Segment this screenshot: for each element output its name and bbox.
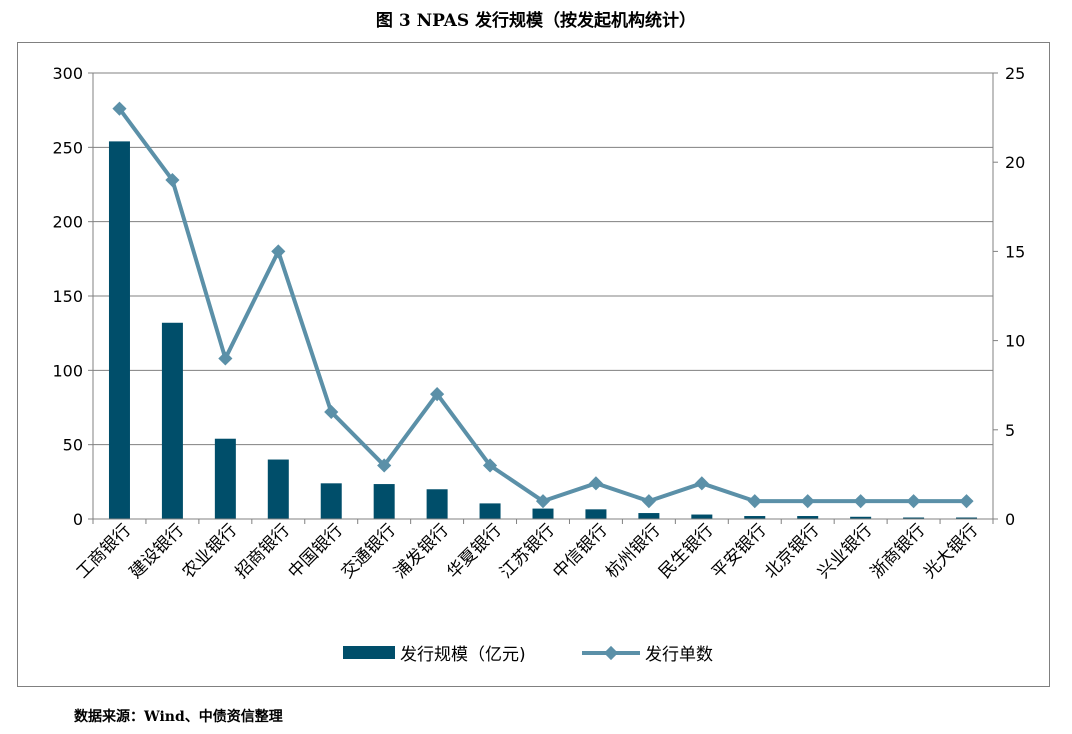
left-tick-label: 250 [52, 138, 83, 157]
bar [744, 516, 766, 519]
line-path [117, 107, 967, 504]
x-category-label: 浦发银行 [390, 520, 452, 582]
x-category-label: 中国银行 [285, 520, 347, 582]
line-point-marker [747, 494, 762, 509]
legend-line-marker [603, 645, 619, 661]
legend-line-label: 发行单数 [645, 645, 713, 665]
right-tick-label: 10 [1005, 332, 1025, 351]
chart-frame: 0 50 100 150 200 250 300 0 5 10 15 20 25 工商银行 建设银行 农业银行… [17, 42, 1050, 687]
bar [214, 438, 236, 519]
x-category-label: 兴业银行 [814, 520, 876, 582]
axes: 0 50 100 150 200 250 300 0 5 10 15 20 25 工商银行建设银行农业银行… [52, 64, 1025, 583]
bar [903, 517, 925, 519]
x-category-label: 招商银行 [232, 520, 294, 582]
x-category-label: 光大银行 [920, 520, 982, 582]
right-tick-label: 15 [1005, 242, 1025, 261]
x-category-label: 浙商银行 [867, 520, 929, 582]
x-category-label: 北京银行 [761, 520, 823, 582]
left-tick-label: 200 [52, 213, 83, 232]
bar [373, 484, 395, 519]
line-point-marker [800, 494, 815, 509]
line-point-marker [430, 387, 445, 402]
right-tick-label: 5 [1005, 421, 1015, 440]
x-category-label: 华夏银行 [443, 520, 505, 582]
gridlines [93, 72, 993, 520]
x-category-label: 平安银行 [708, 520, 770, 582]
x-category-label: 交通银行 [337, 520, 399, 582]
left-tick-label: 100 [52, 361, 83, 380]
line-point-marker [377, 458, 392, 473]
bar [850, 516, 872, 519]
source-note: 数据来源：Wind、中债资信整理 [74, 709, 283, 725]
x-category-label: 江苏银行 [496, 520, 558, 582]
x-category-label: 民生银行 [655, 520, 717, 582]
x-category-label: 工商银行 [73, 520, 135, 582]
line-point-marker [165, 172, 180, 188]
line-point-marker [271, 244, 286, 259]
line-point-marker [853, 494, 868, 509]
chart-svg: 0 50 100 150 200 250 300 0 5 10 15 20 25 工商银行建设银行农业银行… [52, 64, 1025, 665]
right-tick-label: 25 [1005, 64, 1025, 83]
right-tick-label: 20 [1005, 153, 1025, 172]
bar [320, 483, 342, 519]
bar [691, 514, 713, 519]
line-point-marker [482, 458, 498, 473]
legend: 发行规模（亿元) 发行单数 [343, 645, 713, 665]
x-category-label: 建设银行 [126, 520, 188, 582]
line-point-marker [906, 494, 921, 509]
bar [426, 489, 448, 519]
bar-series [108, 141, 978, 519]
line-series [112, 101, 974, 509]
left-tick-label: 0 [73, 510, 83, 529]
line-point-marker [324, 404, 339, 420]
left-tick-label: 50 [63, 436, 83, 455]
bar [797, 516, 819, 519]
left-tick-label: 300 [52, 64, 83, 83]
line-point-marker [218, 351, 233, 366]
x-category-label: 中信银行 [549, 520, 611, 582]
bar [267, 459, 289, 519]
bar [956, 517, 978, 519]
x-category-label: 农业银行 [179, 520, 241, 582]
bar [532, 508, 554, 519]
line-point-marker [641, 494, 656, 509]
line-point-marker [588, 476, 604, 491]
line-point-marker [959, 494, 974, 509]
x-category-label: 杭州银行 [602, 520, 664, 582]
line-point-marker [535, 494, 551, 509]
bar [108, 141, 130, 519]
legend-bar-swatch [343, 646, 395, 659]
bar [161, 322, 183, 519]
legend-bar-label: 发行规模（亿元) [400, 645, 526, 665]
bar [585, 509, 607, 519]
right-tick-label: 0 [1005, 510, 1015, 529]
bar [479, 503, 501, 519]
left-tick-label: 150 [52, 287, 83, 306]
chart-title: 图 3 NPAS 发行规模（按发起机构统计） [375, 11, 697, 31]
bar [638, 513, 660, 519]
line-point-marker [694, 476, 709, 491]
